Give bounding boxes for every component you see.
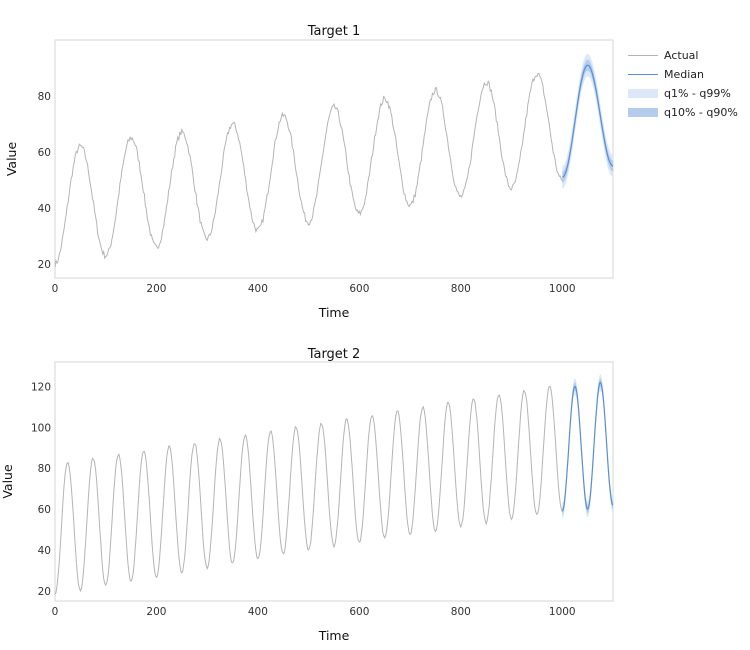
x-tick-label: 800 <box>451 283 471 295</box>
chart-title: Target 2 <box>307 347 361 362</box>
series-median <box>562 64 614 178</box>
x-tick-label: 200 <box>146 606 166 618</box>
y-tick-label: 60 <box>38 504 51 516</box>
y-axis-label: Value <box>4 142 19 177</box>
chart-legend: Actual Median q1% - q99% q10% - q90% <box>628 46 738 122</box>
legend-label-actual: Actual <box>664 49 699 62</box>
x-tick-label: 800 <box>451 606 471 618</box>
band-q1-q99 <box>562 374 613 520</box>
series-actual <box>54 72 563 268</box>
x-tick-label: 0 <box>52 606 59 618</box>
legend-swatch-q10-q90 <box>628 108 658 117</box>
x-tick-label: 600 <box>349 283 369 295</box>
x-tick-label: 600 <box>349 606 369 618</box>
y-tick-label: 40 <box>38 203 51 215</box>
x-tick-label: 400 <box>248 606 268 618</box>
plot-frame <box>54 361 614 602</box>
y-tick-label: 80 <box>38 91 51 103</box>
legend-label-median: Median <box>664 68 705 81</box>
chart-panel-1: Target 1 0 200 400 600 800 1000 20 40 60 80 Time Val… <box>4 24 614 320</box>
legend-item-median[interactable]: Median <box>628 65 738 84</box>
band-q1-q99 <box>562 54 613 189</box>
y-tick-label: 40 <box>38 545 51 557</box>
series-median <box>561 381 614 512</box>
legend-label-q10-q90: q10% - q90% <box>664 106 738 119</box>
x-axis-label: Time <box>318 628 350 643</box>
band-q10-q90 <box>562 378 613 516</box>
y-axis-label: Value <box>0 464 15 499</box>
y-tick-label: 60 <box>38 147 51 159</box>
chart-title: Target 1 <box>307 24 361 39</box>
legend-item-q1-q99[interactable]: q1% - q99% <box>628 84 738 103</box>
x-tick-label: 1000 <box>549 283 576 295</box>
legend-label-q1-q99: q1% - q99% <box>664 87 731 100</box>
y-tick-label: 120 <box>31 382 51 394</box>
x-tick-label: 200 <box>146 283 166 295</box>
legend-swatch-q1-q99 <box>628 89 658 98</box>
y-tick-label: 100 <box>31 422 51 434</box>
legend-item-q10-q90[interactable]: q10% - q90% <box>628 103 738 122</box>
plot-frame <box>54 39 614 279</box>
y-tick-label: 80 <box>38 463 51 475</box>
legend-item-actual[interactable]: Actual <box>628 46 738 65</box>
band-q10-q90 <box>562 59 613 183</box>
y-tick-label: 20 <box>38 586 51 598</box>
x-axis-label: Time <box>318 305 350 320</box>
x-tick-label: 400 <box>248 283 268 295</box>
series-actual <box>54 385 563 595</box>
chart-panel-2: Target 2 0 200 400 600 800 1000 20 40 60 80 100 120 T… <box>0 347 614 643</box>
y-tick-label: 20 <box>38 259 51 271</box>
legend-swatch-actual <box>628 51 658 60</box>
x-tick-label: 1000 <box>549 606 576 618</box>
x-tick-label: 0 <box>52 283 59 295</box>
legend-swatch-median <box>628 70 658 79</box>
